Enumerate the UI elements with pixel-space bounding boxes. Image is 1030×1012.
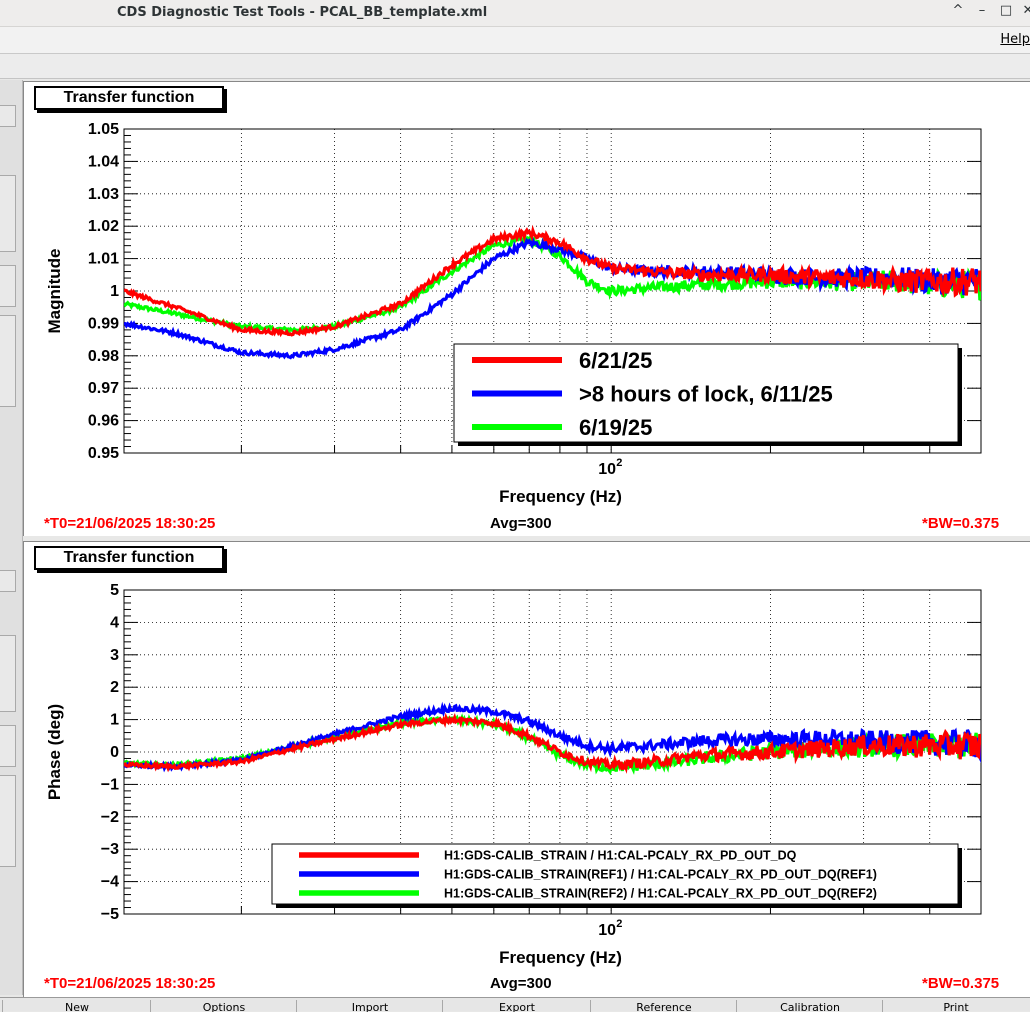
y-tick-label: 0.99 bbox=[88, 315, 119, 332]
t0-label: *T0=21/06/2025 18:30:25 bbox=[44, 975, 216, 992]
y-tick-label: 1 bbox=[110, 712, 119, 729]
y-tick-label: 0.95 bbox=[88, 445, 119, 462]
series-line bbox=[124, 712, 981, 774]
side-tab[interactable] bbox=[0, 265, 16, 307]
y-tick-label: 0 bbox=[110, 744, 119, 761]
y-tick-label: 1.01 bbox=[88, 251, 119, 268]
side-tab[interactable] bbox=[0, 725, 16, 767]
new-button[interactable]: New bbox=[2, 1000, 151, 1012]
y-axis-label: Phase (deg) bbox=[45, 704, 64, 800]
y-tick-label: 2 bbox=[110, 679, 119, 696]
y-tick-label: 1.05 bbox=[88, 121, 119, 138]
legend-entry: H1:GDS-CALIB_STRAIN / H1:CAL-PCALY_RX_PD… bbox=[444, 849, 797, 863]
print-button[interactable]: Print bbox=[882, 1000, 1029, 1012]
y-tick-label: −4 bbox=[101, 874, 119, 891]
legend-entry: >8 hours of lock, 6/11/25 bbox=[579, 381, 833, 406]
import-button[interactable]: Import bbox=[296, 1000, 443, 1012]
side-tab[interactable] bbox=[0, 315, 16, 407]
y-tick-label: 0.97 bbox=[88, 380, 119, 397]
toolbar bbox=[0, 54, 1030, 79]
y-axis-label: Magnitude bbox=[45, 249, 64, 334]
window-title-bar: CDS Diagnostic Test Tools - PCAL_BB_temp… bbox=[0, 0, 1030, 27]
series-line bbox=[124, 701, 981, 773]
series-line bbox=[124, 235, 981, 360]
y-tick-label: 5 bbox=[110, 582, 119, 599]
maximize-button[interactable]: □ bbox=[999, 3, 1013, 18]
magnitude-plot-panel[interactable]: Transfer function 0.95 0.96 0.97 0.98 0.99 1 1… bbox=[23, 81, 1030, 536]
side-tab[interactable] bbox=[0, 105, 16, 127]
side-tab[interactable] bbox=[0, 635, 16, 712]
reference-button[interactable]: Reference bbox=[590, 1000, 737, 1012]
y-tick-label: 3 bbox=[110, 647, 119, 664]
side-tab[interactable] bbox=[0, 175, 16, 252]
x-axis-label: Frequency (Hz) bbox=[499, 948, 622, 967]
magnitude-chart[interactable]: 0.95 0.96 0.97 0.98 0.99 1 1.01 1.02 1.03 1.04 1.0… bbox=[24, 82, 1030, 536]
y-tick-label: −3 bbox=[101, 841, 119, 858]
y-tick-label: 1.03 bbox=[88, 186, 119, 203]
legend-entry: 6/19/25 bbox=[579, 415, 652, 440]
x-tick-label: 10 bbox=[598, 922, 616, 939]
t0-label: *T0=21/06/2025 18:30:25 bbox=[44, 515, 216, 532]
x-tick-label-exponent: 2 bbox=[616, 918, 622, 930]
y-tick-label: −5 bbox=[101, 906, 119, 923]
export-button[interactable]: Export bbox=[442, 1000, 591, 1012]
y-tick-label: 4 bbox=[110, 614, 119, 631]
panel-label: Transfer function bbox=[34, 546, 224, 570]
y-tick-label: 0.98 bbox=[88, 348, 119, 365]
y-tick-label: 0.96 bbox=[88, 413, 119, 430]
phase-plot-panel[interactable]: Transfer function −5 −4 −3 −2 −1 0 1 2 3 4 5 10 2 Fre… bbox=[23, 541, 1030, 997]
legend-entry: H1:GDS-CALIB_STRAIN(REF2) / H1:CAL-PCALY… bbox=[444, 887, 877, 901]
minimize-button[interactable]: – bbox=[978, 3, 986, 18]
side-tab[interactable] bbox=[0, 570, 16, 592]
y-tick-label: 1.02 bbox=[88, 218, 119, 235]
series-line bbox=[124, 224, 981, 338]
y-tick-label: −2 bbox=[101, 809, 119, 826]
window-title: CDS Diagnostic Test Tools - PCAL_BB_temp… bbox=[117, 5, 488, 20]
x-tick-label-exponent: 2 bbox=[616, 457, 622, 469]
side-tab[interactable] bbox=[0, 775, 16, 867]
panel-label: Transfer function bbox=[34, 86, 224, 110]
y-tick-label: 1 bbox=[110, 283, 119, 300]
left-side-panel bbox=[0, 80, 23, 995]
help-menu[interactable]: Help bbox=[1000, 32, 1030, 47]
calibration-button[interactable]: Calibration bbox=[736, 1000, 883, 1012]
bottom-button-bar: New Options Import Export Reference Cali… bbox=[0, 997, 1030, 1012]
x-tick-label: 10 bbox=[598, 461, 616, 478]
options-button[interactable]: Options bbox=[150, 1000, 297, 1012]
menu-bar: Help bbox=[0, 27, 1030, 54]
x-axis-label: Frequency (Hz) bbox=[499, 487, 622, 506]
legend-entry: 6/21/25 bbox=[579, 348, 652, 373]
window-up-icon[interactable]: ^ bbox=[952, 3, 964, 18]
y-tick-label: −1 bbox=[101, 776, 119, 793]
y-tick-label: 1.04 bbox=[88, 153, 119, 170]
close-button[interactable]: ✕ bbox=[1022, 3, 1030, 18]
bw-label: *BW=0.375 bbox=[922, 975, 1000, 992]
avg-label: Avg=300 bbox=[490, 515, 552, 532]
bw-label: *BW=0.375 bbox=[922, 515, 1000, 532]
legend-entry: H1:GDS-CALIB_STRAIN(REF1) / H1:CAL-PCALY… bbox=[444, 868, 877, 882]
avg-label: Avg=300 bbox=[490, 975, 552, 992]
